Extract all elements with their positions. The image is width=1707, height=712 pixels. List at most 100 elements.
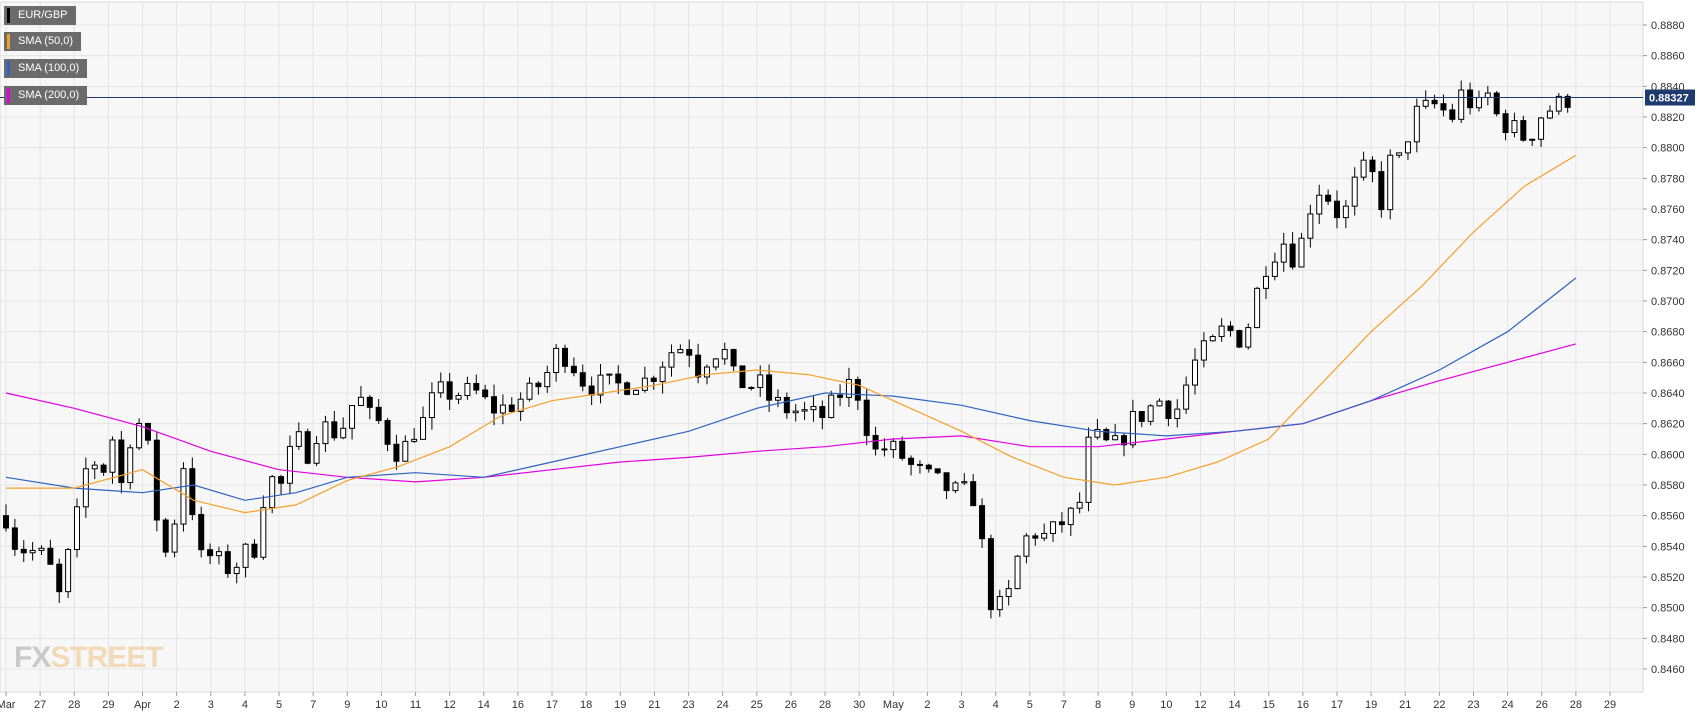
candle-body: [82, 468, 89, 508]
candle-body: [38, 547, 45, 551]
candle-body: [1529, 138, 1536, 141]
candle-body: [366, 396, 373, 408]
last-price-label-bg: [1645, 89, 1695, 106]
candle-body: [1271, 261, 1278, 277]
legend-item-sma200[interactable]: SMA (200,0): [4, 86, 88, 105]
x-tick-label: 27: [34, 699, 46, 711]
candle-body: [384, 420, 391, 445]
x-tick-label: 28: [1570, 699, 1582, 711]
candle-body: [286, 445, 293, 484]
candle-body: [189, 468, 196, 516]
candle-body: [783, 396, 790, 414]
candle-body: [854, 378, 861, 401]
candle-body: [544, 372, 551, 388]
candle-body: [491, 396, 498, 414]
legend-item-sma50[interactable]: SMA (50,0): [4, 32, 82, 51]
y-tick-label: 0.8580: [1651, 480, 1685, 492]
candle-body: [863, 399, 870, 436]
x-tick-label: 11: [410, 699, 421, 711]
candle-body: [1112, 435, 1119, 441]
x-tick-label: 18: [580, 699, 592, 711]
candle-body: [1493, 92, 1500, 115]
x-tick-label: 2: [924, 699, 930, 711]
candle-body: [1245, 327, 1252, 348]
candle-body: [1262, 275, 1269, 289]
candle-body: [1511, 120, 1518, 133]
candle-body: [11, 527, 18, 550]
candle-body: [180, 468, 187, 525]
candle-body: [890, 440, 897, 451]
candle-body: [1360, 159, 1367, 178]
legend-swatch-sma50: [7, 34, 10, 49]
candle-body: [331, 421, 338, 439]
candle-body: [1520, 120, 1527, 141]
legend-item-sma100[interactable]: SMA (100,0): [4, 59, 88, 78]
y-tick-label: 0.8820: [1651, 112, 1685, 124]
candle-body: [1369, 159, 1376, 173]
x-tick-label: 7: [310, 699, 316, 711]
x-tick-label: 29: [102, 699, 114, 711]
candle-body: [695, 354, 702, 378]
candle-body: [996, 596, 1003, 611]
candle-body: [1138, 411, 1145, 422]
candle-body: [340, 427, 347, 439]
candle-body: [961, 481, 968, 484]
candle-body: [562, 347, 569, 367]
x-tick-label: 23: [682, 699, 694, 711]
x-tick-label: 29: [1604, 699, 1616, 711]
candle-body: [1050, 521, 1057, 534]
legend-label: SMA (100,0): [18, 62, 80, 74]
candle-body: [1183, 384, 1190, 410]
legend-swatch-eurgbp: [7, 8, 10, 23]
x-tick-label: 21: [1399, 699, 1411, 711]
candle-body: [278, 476, 285, 484]
candle-body: [579, 372, 586, 387]
candle-body: [464, 383, 471, 396]
legend-label: EUR/GBP: [18, 9, 68, 21]
candle-body: [1484, 92, 1491, 99]
candle-body: [837, 394, 844, 398]
legend-item-eurgbp[interactable]: EUR/GBP: [4, 6, 76, 25]
candle-body: [349, 405, 356, 429]
candle-body: [650, 377, 657, 382]
candle-body: [597, 374, 604, 396]
candle-body: [1156, 400, 1163, 407]
candle-body: [881, 448, 888, 451]
candle-body: [615, 373, 622, 384]
candle-body: [1192, 359, 1199, 386]
y-tick-label: 0.8600: [1651, 449, 1685, 461]
y-tick-label: 0.8640: [1651, 388, 1685, 400]
candle-body: [499, 404, 506, 414]
x-tick-label: 14: [1228, 699, 1240, 711]
x-tick-label: 3: [208, 699, 214, 711]
x-tick-label: 21: [648, 699, 660, 711]
legend-label: SMA (200,0): [18, 89, 80, 101]
candle-body: [47, 547, 54, 565]
y-tick-label: 0.8860: [1651, 51, 1685, 63]
candle-body: [428, 392, 435, 419]
candle-body: [553, 347, 560, 374]
candle-body: [1467, 89, 1474, 109]
candle-body: [1458, 89, 1465, 120]
candle-body: [322, 421, 329, 445]
candle-body: [153, 439, 160, 521]
candle-body: [925, 464, 932, 470]
candle-body: [473, 383, 480, 391]
candle-body: [606, 373, 613, 376]
candle-body: [934, 468, 941, 474]
candle-body: [748, 386, 755, 389]
candle-body: [987, 538, 994, 611]
candle-body: [766, 374, 773, 401]
candle-body: [1307, 213, 1314, 239]
x-tick-label: 10: [1160, 699, 1172, 711]
logo-fx: FX: [14, 641, 51, 674]
candle-body: [1067, 507, 1074, 526]
y-tick-label: 0.8780: [1651, 173, 1685, 185]
sma-100-line: [5, 277, 1577, 501]
candle-body: [1227, 325, 1234, 332]
candle-body: [1378, 171, 1385, 211]
x-tick-label: 23: [1467, 699, 1479, 711]
fxstreet-logo: FXSTREET: [14, 641, 164, 675]
x-tick-label: 15: [1263, 699, 1275, 711]
